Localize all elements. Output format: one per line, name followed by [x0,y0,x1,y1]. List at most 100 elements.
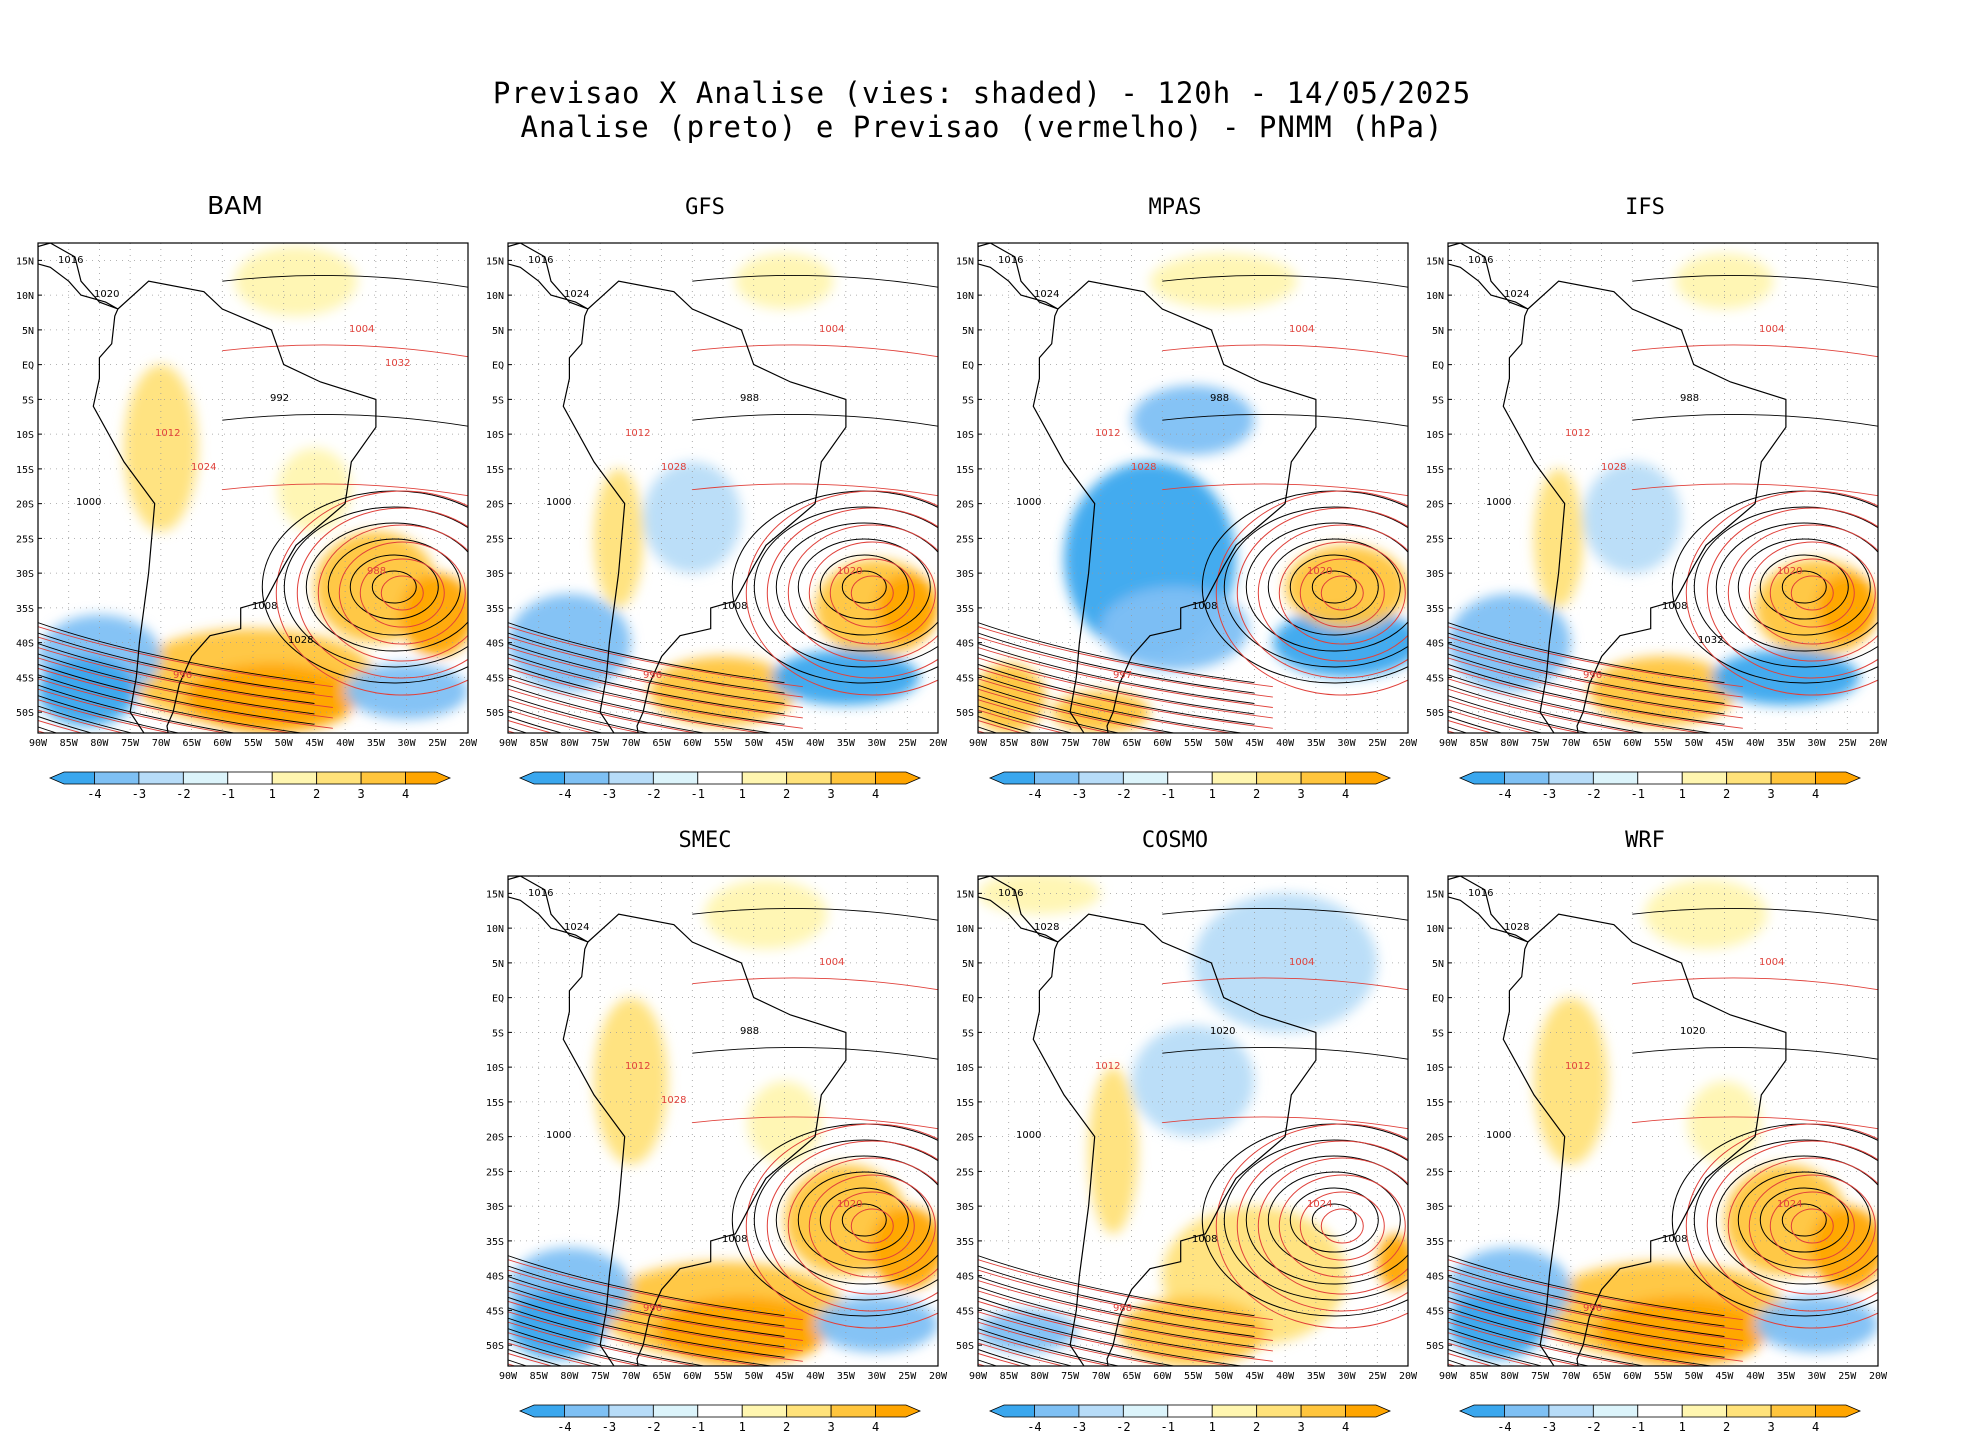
lat-tick-label: 25S [1426,534,1444,545]
lon-tick-label: 80W [560,1371,579,1382]
isobar-label: 1028 [288,635,313,646]
lat-tick-label: 10N [1426,924,1444,935]
lat-tick-label: 15N [1426,889,1444,900]
lon-tick-label: 85W [1000,1371,1019,1382]
map-smec: 1016101210081004100099698810201024102815… [486,875,948,1434]
lon-tick-label: 20W [929,1371,948,1382]
colorbar-label: -1 [1631,1420,1645,1434]
isobar-label: 988 [367,566,386,577]
lon-tick-label: 75W [591,738,610,749]
colorbar: -4 -3 -2 -1 1 2 3 4 [518,771,922,801]
colorbar-label: -2 [1586,1420,1600,1434]
isobars [38,275,468,733]
isobar-label: 1008 [722,1234,747,1245]
lon-tick-label: 65W [183,738,202,749]
colorbar-label: -4 [1027,787,1041,801]
lon-tick-label: 50W [1685,1371,1704,1382]
lat-tick-label: 10N [486,291,504,302]
panel-cosmo: COSMO 1016 1012 1008 1004 1000 988 1020 1024 1028… [940,828,1418,1434]
isobar-label: 988 [1210,393,1229,404]
lon-tick-label: 40W [336,738,355,749]
lon-tick-label: 85W [530,1371,549,1382]
lat-tick-label: 5N [962,326,974,337]
bias-shading [1448,243,1878,733]
lon-tick-label: 70W [1092,738,1111,749]
lon-tick-label: 85W [1470,1371,1489,1382]
lat-tick-label: EQ [962,994,974,1005]
lon-tick-label: 80W [1500,738,1519,749]
lat-tick-label: 20S [16,500,34,511]
lon-tick-label: 30W [868,738,887,749]
lat-tick-label: 45S [1426,673,1444,684]
lon-tick-label: 55W [714,738,733,749]
lon-tick-label: 75W [591,1371,610,1382]
lat-tick-label: 50S [16,708,34,719]
colorbar: -4 -3 -2 -1 1 2 3 4 [988,771,1392,801]
lat-tick-label: 5N [962,959,974,970]
lon-tick-label: 45W [305,738,324,749]
lat-tick-label: 50S [956,708,974,719]
colorbar-label: -1 [1631,787,1645,801]
lat-tick-label: 5S [492,1028,504,1039]
lat-tick-label: EQ [492,994,504,1005]
lon-tick-label: 70W [622,1371,641,1382]
colorbar-label: -2 [176,787,190,801]
lon-tick-label: 35W [837,1371,856,1382]
colorbar-label: -3 [132,787,146,801]
colorbar-label: 3 [827,1420,834,1434]
lat-tick-label: 10N [956,924,974,935]
lat-tick-label: 50S [956,1341,974,1352]
lon-tick-label: 90W [969,1371,988,1382]
colorbar-label: 4 [1812,787,1819,801]
figure-title: Previsao X Analise (vies: shaded) - 120h… [492,76,1472,110]
lon-tick-label: 85W [530,738,549,749]
lat-tick-label: 30S [1426,569,1444,580]
isobars [508,908,938,1366]
lat-tick-label: 45S [486,1306,504,1317]
isobar-label: 1016 [998,888,1023,899]
lat-tick-label: 25S [956,534,974,545]
isobar-label: 1016 [998,255,1023,266]
lon-tick-label: 90W [29,738,48,749]
lat-tick-label: 40S [956,1272,974,1283]
lon-tick-label: 30W [1808,1371,1827,1382]
isobar-label: 1020 [94,289,119,300]
lon-tick-label: 35W [1307,1371,1326,1382]
lat-tick-label: 30S [956,569,974,580]
colorbar-label: -2 [646,1420,660,1434]
lat-tick-label: 15S [956,1098,974,1109]
isobar-label: 996 [1583,670,1602,681]
lon-tick-label: 45W [1245,738,1264,749]
isobar-label: 1024 [1504,289,1529,300]
colorbar-label: 2 [1253,787,1260,801]
isobar-label: 1020 [1680,1026,1705,1037]
lon-tick-label: 35W [1777,738,1796,749]
lon-tick-label: 40W [806,738,825,749]
isobar-label: 1008 [1662,1234,1687,1245]
lon-tick-label: 80W [1500,1371,1519,1382]
lat-tick-label: 35S [486,604,504,615]
colorbar-label: 2 [1723,1420,1730,1434]
isobar-label: 1028 [661,1095,686,1106]
colorbar-label: -1 [221,787,235,801]
lon-tick-label: 25W [1368,738,1387,749]
lat-tick-label: 35S [956,604,974,615]
lon-tick-label: 85W [60,738,79,749]
lon-tick-label: 35W [1307,738,1326,749]
map-mpas: 1016101210081004100099798810201024102815… [956,242,1418,801]
lon-tick-label: 60W [1153,738,1172,749]
coastline [978,243,1317,733]
isobar-label: 997 [1113,670,1132,681]
lon-tick-label: 65W [653,738,672,749]
lat-tick-label: 10S [486,430,504,441]
lat-tick-label: 10S [486,1063,504,1074]
colorbar-label: -3 [1072,787,1086,801]
lat-tick-label: 35S [1426,1237,1444,1248]
isobar-label: 1020 [1307,566,1332,577]
lon-tick-label: 25W [1368,1371,1387,1382]
lat-tick-label: 15S [1426,1098,1444,1109]
coastline [1448,876,1787,1366]
colorbar-label: 1 [1209,1420,1216,1434]
lat-tick-label: 20S [956,500,974,511]
lon-tick-label: 55W [1654,1371,1673,1382]
